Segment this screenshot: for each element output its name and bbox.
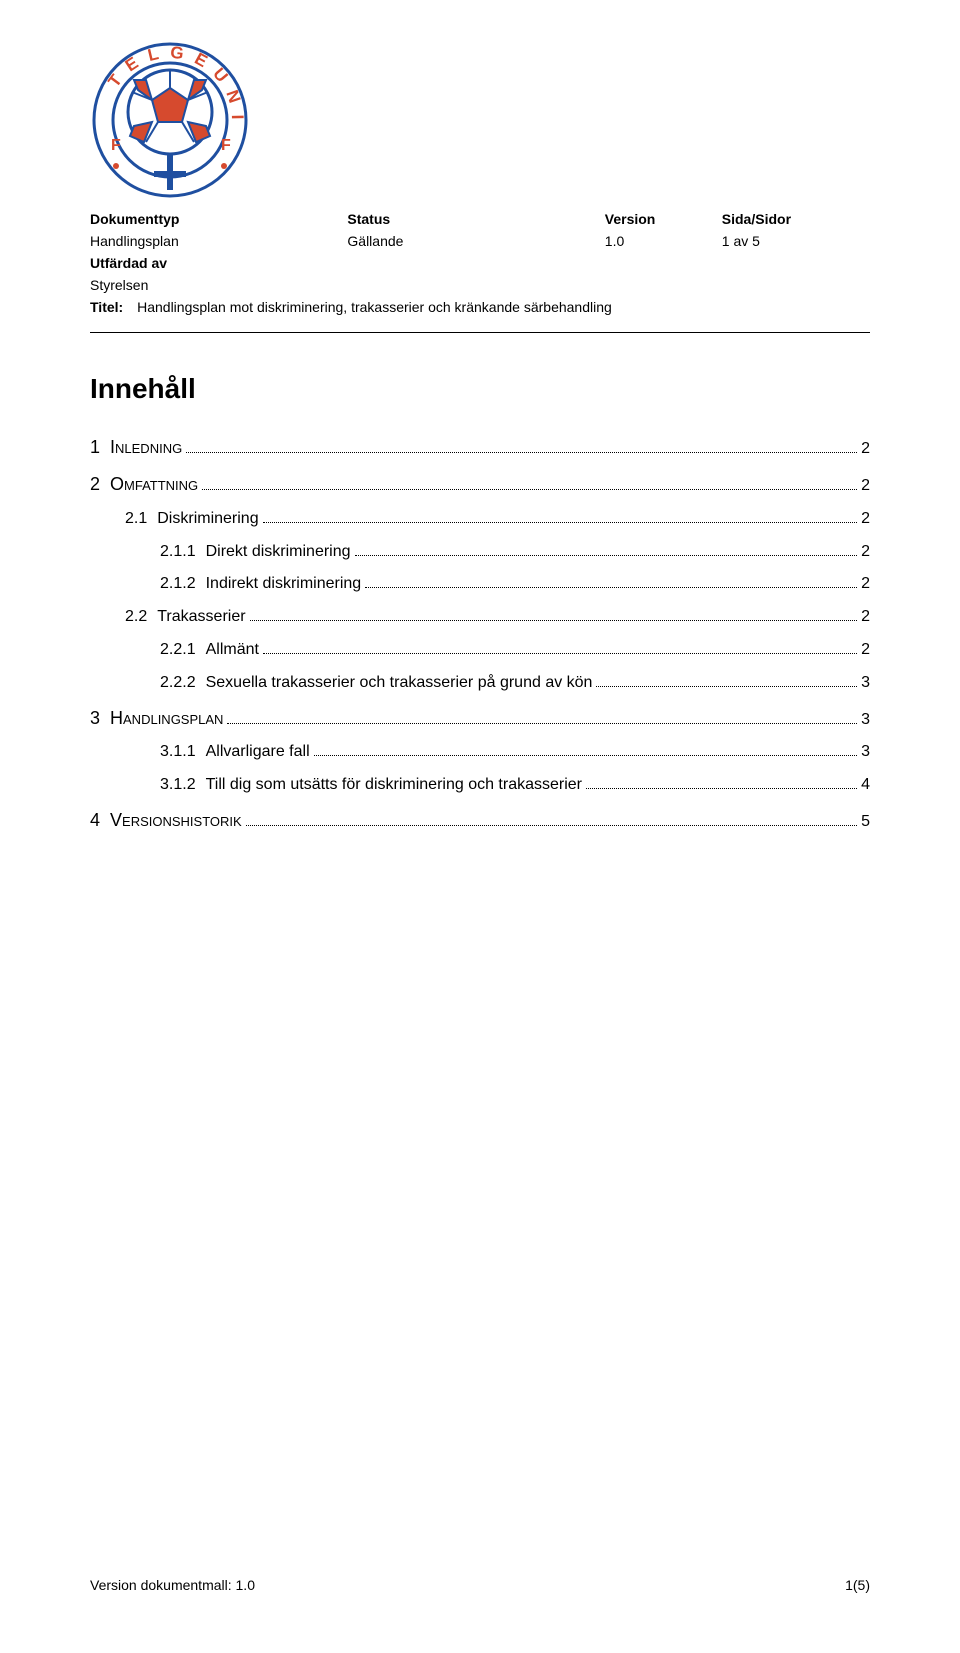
toc-entry-number: 2.1.2	[160, 568, 196, 601]
toc-entry-page: 4	[861, 769, 870, 802]
footer-right: 1(5)	[845, 1577, 870, 1593]
svg-text:F: F	[111, 137, 121, 154]
toc-leader-dots	[355, 541, 858, 555]
toc-leader-dots	[314, 742, 857, 756]
toc-entry: 3Handlingsplan3	[90, 700, 870, 737]
toc-entry-text: Allvarligare fall	[196, 736, 310, 769]
document-page: T E L G E U N I T E D F F	[0, 0, 960, 1653]
toc-entry: 2.1Diskriminering 2	[90, 503, 870, 536]
meta-sida: 1 av 5	[722, 230, 870, 252]
meta-header-version: Version	[605, 208, 722, 230]
toc-entry-text: Omfattning	[100, 466, 198, 503]
toc-leader-dots	[227, 709, 857, 723]
toc-entry-number: 3.1.2	[160, 769, 196, 802]
toc-entry-number: 2.2.1	[160, 634, 196, 667]
toc-entry-text: Inledning	[100, 429, 182, 466]
toc-leader-dots	[246, 812, 857, 826]
toc-entry: 2.1.1Direkt diskriminering 2	[90, 536, 870, 569]
meta-utfardad-label: Utfärdad av	[90, 252, 347, 274]
toc-entry: 2.2.2Sexuella trakasserier och trakasser…	[90, 667, 870, 700]
toc-entry-number: 2	[90, 466, 100, 503]
toc-entry-page: 3	[861, 736, 870, 769]
toc-entry: 2.1.2Indirekt diskriminering 2	[90, 568, 870, 601]
toc-entry-number: 2.1	[125, 503, 147, 536]
meta-header-sida: Sida/Sidor	[722, 208, 870, 230]
toc-leader-dots	[263, 508, 857, 522]
meta-dokumenttyp: Handlingsplan	[90, 230, 347, 252]
toc-entry-page: 2	[861, 536, 870, 569]
toc-entry-page: 3	[861, 704, 870, 737]
meta-title-value: Handlingsplan mot diskriminering, trakas…	[137, 299, 612, 315]
toc-entry-text: Trakasserier	[147, 601, 245, 634]
toc-leader-dots	[596, 672, 857, 686]
meta-utfardad-value: Styrelsen	[90, 274, 347, 296]
toc-entry: 2.2Trakasserier 2	[90, 601, 870, 634]
divider	[90, 332, 870, 333]
toc-entry-text: Allmänt	[196, 634, 259, 667]
toc-entry: 3.1.1Allvarligare fall 3	[90, 736, 870, 769]
toc-entry-number: 2.2	[125, 601, 147, 634]
toc-entry: 2Omfattning2	[90, 466, 870, 503]
toc-leader-dots	[186, 439, 857, 453]
table-of-contents: 1Inledning22Omfattning22.1Diskriminering…	[90, 429, 870, 839]
toc-entry-text: Till dig som utsätts för diskriminering …	[196, 769, 582, 802]
toc-entry-number: 3	[90, 700, 100, 737]
toc-entry-number: 2.2.2	[160, 667, 196, 700]
toc-leader-dots	[365, 574, 857, 588]
document-meta-table: Dokumenttyp Status Version Sida/Sidor Ha…	[90, 208, 870, 318]
toc-entry: 1Inledning 2	[90, 429, 870, 466]
meta-status: Gällande	[347, 230, 604, 252]
toc-entry-text: Versionshistorik	[100, 802, 242, 839]
meta-version: 1.0	[605, 230, 722, 252]
toc-leader-dots	[263, 640, 857, 654]
toc-entry-page: 2	[861, 503, 870, 536]
meta-title-label: Titel:	[90, 299, 133, 315]
toc-entry-page: 3	[861, 667, 870, 700]
toc-entry-page: 2	[861, 601, 870, 634]
toc-entry-text: Diskriminering	[147, 503, 258, 536]
meta-header-dokumenttyp: Dokumenttyp	[90, 208, 347, 230]
toc-entry-text: Direkt diskriminering	[196, 536, 351, 569]
toc-leader-dots	[202, 476, 857, 490]
toc-entry-number: 3.1.1	[160, 736, 196, 769]
page-footer: Version dokumentmall: 1.0 1(5)	[90, 1577, 870, 1593]
toc-entry: 4Versionshistorik 5	[90, 802, 870, 839]
toc-entry-number: 4	[90, 802, 100, 839]
toc-entry-text: Handlingsplan	[100, 700, 223, 737]
club-logo: T E L G E U N I T E D F F	[90, 40, 250, 200]
toc-entry: 3.1.2Till dig som utsätts för diskrimine…	[90, 769, 870, 802]
footer-left: Version dokumentmall: 1.0	[90, 1577, 255, 1593]
meta-header-status: Status	[347, 208, 604, 230]
toc-entry-page: 2	[861, 634, 870, 667]
toc-entry-text: Sexuella trakasserier och trakasserier p…	[196, 667, 593, 700]
toc-leader-dots	[586, 775, 857, 789]
toc-entry-page: 5	[861, 806, 870, 839]
toc-entry: 2.2.1Allmänt 2	[90, 634, 870, 667]
toc-leader-dots	[250, 607, 858, 621]
toc-entry-page: 2	[861, 470, 870, 503]
toc-entry-number: 2.1.1	[160, 536, 196, 569]
toc-entry-text: Indirekt diskriminering	[196, 568, 362, 601]
toc-heading: Innehåll	[90, 373, 870, 405]
toc-entry-page: 2	[861, 568, 870, 601]
toc-entry-number: 1	[90, 429, 100, 466]
toc-entry-page: 2	[861, 433, 870, 466]
svg-text:F: F	[221, 137, 231, 154]
